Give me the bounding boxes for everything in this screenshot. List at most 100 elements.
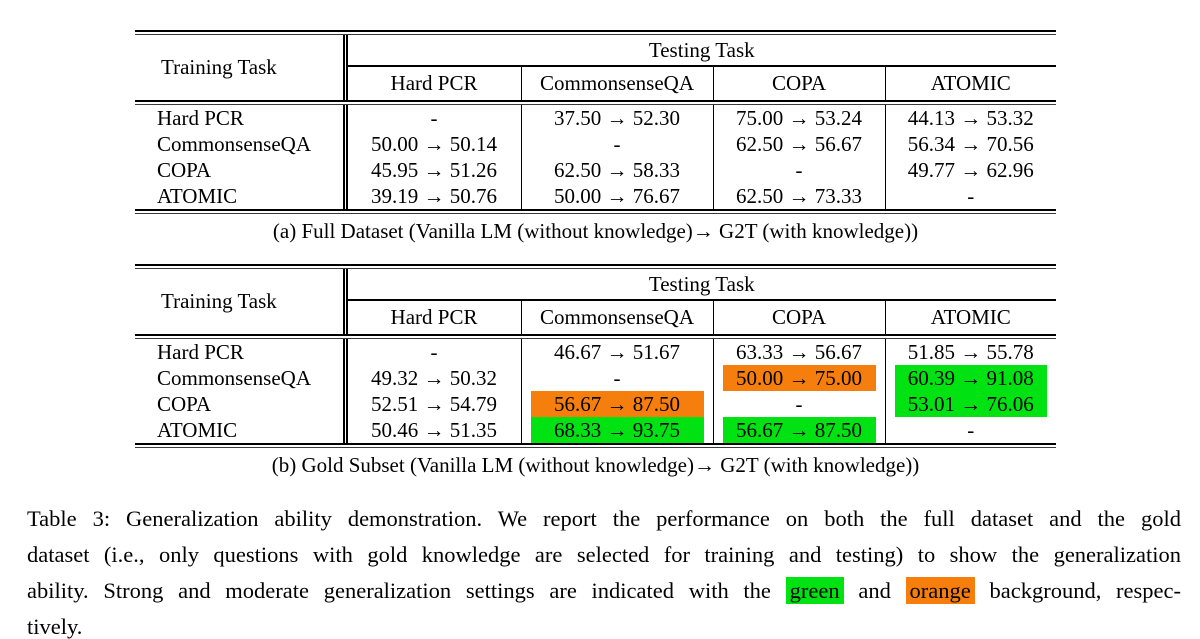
training-task-header: Training Task	[135, 269, 348, 334]
row-label: Hard PCR	[135, 105, 348, 131]
value-cell: 51.85 → 55.78	[884, 339, 1056, 365]
value-cell: 56.67 → 87.50	[712, 417, 885, 443]
value-cell: 45.95 → 51.26	[345, 157, 521, 183]
value-cell: 68.33 → 93.75	[520, 417, 713, 443]
table-row: ATOMIC 50.46 → 51.35 68.33 → 93.75 56.67 → …	[135, 417, 1056, 443]
table-row: COPA 52.51 → 54.79 56.67 → 87.50 - 53.01 → 7…	[135, 391, 1056, 417]
value-cell: -	[712, 391, 885, 417]
col-header-commonsenseqa: CommonsenseQA	[520, 66, 713, 100]
subtable-a-header: Training Task Testing Task Hard PCR Comm…	[135, 35, 1056, 100]
table-row: Hard PCR - 37.50 → 52.30 75.00 → 53.24 44.13…	[135, 105, 1056, 131]
value-text: -	[795, 157, 803, 182]
green-legend-swatch: green	[785, 577, 844, 604]
value-text: 52.51 → 54.79	[371, 391, 497, 416]
table-row: CommonsenseQA 49.32 → 50.32 - 50.00 → 75.00…	[135, 365, 1056, 391]
subtable-b-caption: (b) Gold Subset (Vanilla LM (without kno…	[271, 453, 920, 477]
highlighted-value: 56.67 → 87.50	[530, 391, 704, 417]
subtable-b-body: Hard PCR -46.67 → 51.67 63.33 → 56.67 51.85…	[135, 339, 1056, 443]
col-header-atomic: ATOMIC	[884, 300, 1056, 334]
value-text: 51.85 → 55.78	[907, 339, 1034, 364]
value-text: 37.50 → 52.30	[554, 105, 680, 130]
caption-line-3-and: and	[858, 578, 891, 603]
value-cell: 49.77 → 62.96	[884, 157, 1056, 183]
highlighted-value: 68.33 → 93.75	[530, 417, 704, 443]
value-text: -	[613, 365, 621, 390]
row-label: ATOMIC	[135, 183, 348, 209]
value-text: 75.00 → 53.24	[736, 105, 862, 130]
value-text: 62.50 → 56.67	[736, 131, 862, 156]
value-cell: 52.51 → 54.79	[345, 391, 521, 417]
value-text: -	[967, 183, 975, 208]
testing-task-header: Testing Task	[345, 35, 1056, 67]
value-text: 39.19 → 50.76	[371, 183, 497, 208]
training-task-header: Training Task	[135, 35, 348, 100]
value-text: -	[430, 339, 438, 364]
caption-line-4: tively.	[27, 614, 83, 639]
subtable-full-dataset: Training Task Testing Task Hard PCR Comm…	[135, 30, 1056, 244]
value-cell: -	[520, 131, 713, 157]
table-row: ATOMIC 39.19 → 50.76 50.00 → 76.67 62.50 → …	[135, 183, 1056, 209]
col-header-hard-pcr: Hard PCR	[390, 71, 478, 95]
row-label: COPA	[135, 157, 348, 183]
col-header-atomic: ATOMIC	[884, 66, 1056, 100]
top-double-rule	[135, 30, 1056, 35]
value-text: -	[967, 417, 975, 442]
value-text: 49.32 → 50.32	[371, 365, 497, 390]
value-text: 50.00 → 50.14	[371, 131, 497, 156]
value-cell: 62.50 → 56.67	[712, 131, 885, 157]
value-cell: -	[884, 417, 1056, 443]
highlighted-value: 56.67 → 87.50	[722, 417, 876, 443]
value-text: 62.50 → 58.33	[554, 157, 680, 182]
bottom-double-rule	[135, 209, 1056, 214]
value-cell: 56.67 → 87.50	[520, 391, 713, 417]
subtable-a-caption: (a) Full Dataset (Vanilla LM (without kn…	[272, 219, 919, 243]
value-text: -	[613, 131, 621, 156]
caption-line-1: Table 3: Generalization ability demonstr…	[27, 506, 1181, 531]
highlighted-value: 50.00 → 75.00	[722, 365, 876, 391]
row-label: CommonsenseQA	[135, 365, 348, 391]
value-text: 56.34 → 70.56	[907, 131, 1034, 156]
row-label: ATOMIC	[135, 417, 348, 443]
highlighted-value: 60.39 → 91.08	[894, 365, 1047, 391]
table-caption: Table 3: Generalization ability demonstr…	[27, 501, 1181, 639]
value-cell: 39.19 → 50.76	[345, 183, 521, 209]
value-cell: 50.46 → 51.35	[345, 417, 521, 443]
value-text: -	[795, 391, 803, 416]
value-cell: -	[884, 183, 1056, 209]
table-row: COPA 45.95 → 51.26 62.50 → 58.33 - 49.77 → 6…	[135, 157, 1056, 183]
caption-line-3-post: background, respec-	[989, 578, 1181, 603]
value-cell: 60.39 → 91.08	[884, 365, 1056, 391]
highlighted-value: 53.01 → 76.06	[894, 391, 1047, 417]
col-header-commonsenseqa: CommonsenseQA	[520, 300, 713, 334]
col-header-copa: COPA	[712, 300, 885, 334]
value-cell: 62.50 → 73.33	[712, 183, 885, 209]
value-cell: 50.00 → 75.00	[712, 365, 885, 391]
value-text: 49.77 → 62.96	[907, 157, 1034, 182]
table-row: Hard PCR - 46.67 → 51.67 63.33 → 56.67 51.85…	[135, 339, 1056, 365]
value-text: 50.00 → 76.67	[554, 183, 680, 208]
header-double-rule	[135, 100, 1056, 105]
value-text: 62.50 → 73.33	[736, 183, 862, 208]
header-double-rule	[135, 334, 1056, 339]
value-cell: 50.00 → 76.67	[520, 183, 713, 209]
bottom-double-rule	[135, 443, 1056, 448]
top-double-rule	[135, 264, 1056, 269]
value-cell: 75.00 → 53.24	[712, 105, 885, 131]
subtable-b-header: Training Task Testing Task Hard PCR Comm…	[135, 269, 1056, 334]
value-cell: -	[345, 339, 521, 365]
col-header-copa: COPA	[712, 66, 885, 100]
value-cell: -	[520, 365, 713, 391]
row-label: CommonsenseQA	[135, 131, 348, 157]
value-text: 46.67 → 51.67	[554, 339, 680, 364]
table-row: CommonsenseQA 50.00 → 50.14 - 62.50 → 56.67…	[135, 131, 1056, 157]
value-cell: 56.34 → 70.56	[884, 131, 1056, 157]
value-cell: 46.67 → 51.67	[520, 339, 713, 365]
value-cell: -	[712, 157, 885, 183]
value-cell: 44.13 → 53.32	[884, 105, 1056, 131]
orange-legend-swatch: orange	[905, 577, 975, 604]
value-cell: 37.50 → 52.30	[520, 105, 713, 131]
value-cell: 63.33 → 56.67	[712, 339, 885, 365]
row-label: Hard PCR	[135, 339, 348, 365]
caption-line-3-pre: ability. Strong and moderate generalizat…	[27, 578, 771, 603]
value-text: 63.33 → 56.67	[736, 339, 862, 364]
